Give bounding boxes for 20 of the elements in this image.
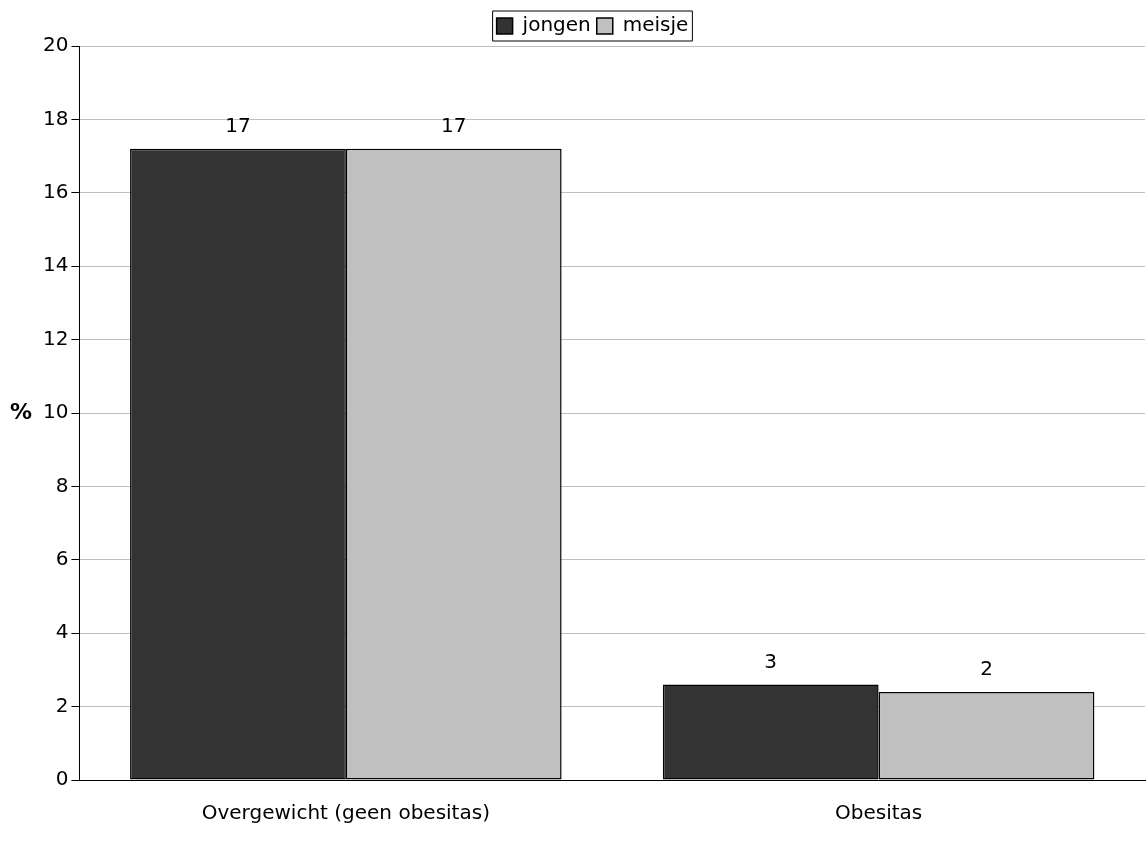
y-tick-label: 0: [55, 766, 69, 791]
x-tick-label: Overgewicht (geen obesitas): [201, 800, 490, 825]
y-tick-label: 14: [43, 252, 69, 277]
data-label: 2: [980, 656, 993, 681]
y-tick-label: 18: [43, 105, 69, 130]
y-tick-label: 2: [55, 692, 69, 717]
y-tick-label: 12: [43, 325, 69, 350]
y-tick-label: 16: [43, 179, 69, 203]
data-label: 3: [764, 648, 778, 673]
x-tick-label: Obesitas: [834, 800, 923, 825]
y-axis-title: %: [10, 398, 33, 424]
data-label: 17: [225, 112, 251, 137]
data-label: 17: [441, 112, 467, 137]
y-tick-label: 8: [55, 472, 69, 497]
y-tick-label: 4: [55, 619, 69, 644]
y-tick-label: 20: [43, 32, 69, 57]
legend-label: jongen: [521, 12, 591, 37]
y-tick-label: 10: [43, 399, 69, 424]
legend-label: meisje: [622, 12, 689, 37]
y-tick-label: 6: [55, 546, 69, 570]
